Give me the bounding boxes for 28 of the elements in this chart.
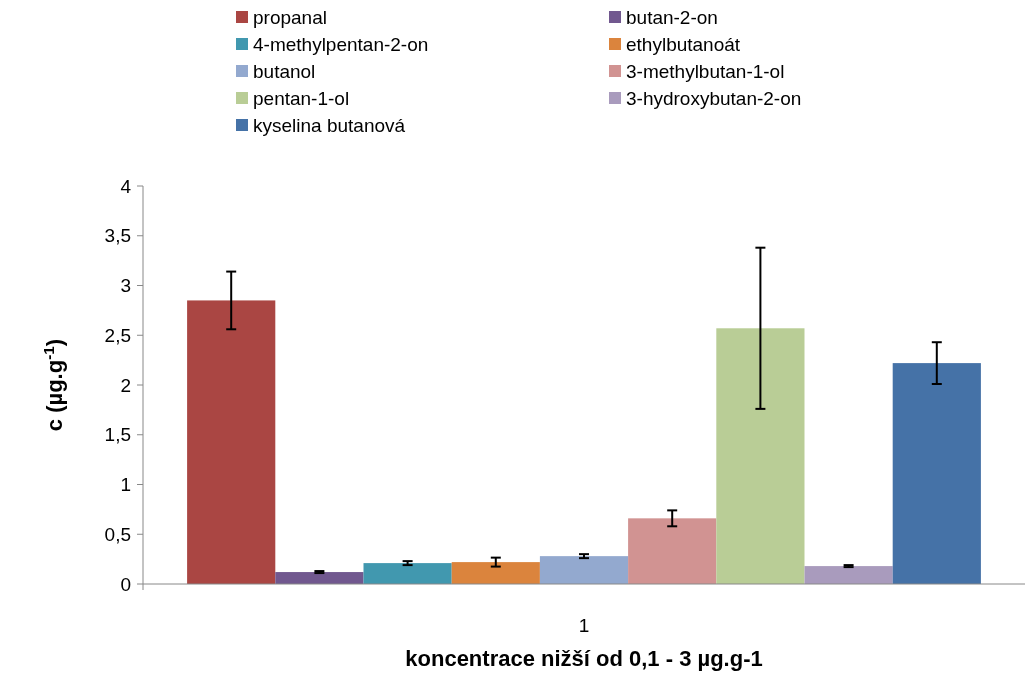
y-tick-label: 2 <box>120 374 131 396</box>
bar <box>804 566 893 584</box>
bar <box>716 328 805 584</box>
bar <box>275 572 364 584</box>
y-tick-label: 4 <box>120 175 132 197</box>
x-axis-title: koncentrace nižší od 0,1 - 3 µg.g-1 <box>405 646 763 671</box>
y-tick-label: 1 <box>120 474 131 496</box>
y-tick-label: 3 <box>120 275 131 297</box>
legend-label: 4-methylpentan-2-on <box>253 33 429 55</box>
bar <box>451 562 540 584</box>
y-tick-label: 3,5 <box>104 225 131 247</box>
legend-label: propanal <box>253 6 327 28</box>
legend-label: 3-methylbutan-1-ol <box>626 60 785 82</box>
bar <box>892 363 981 584</box>
legend-label: pentan-1-ol <box>253 87 350 109</box>
legend-label: kyselina butanová <box>253 114 406 136</box>
bar <box>187 300 276 584</box>
y-tick-label: 2,5 <box>104 324 131 346</box>
bar <box>628 518 717 584</box>
bar <box>539 556 629 584</box>
y-tick-label: 0,5 <box>104 523 131 545</box>
legend-label: butanol <box>253 60 316 82</box>
y-tick-label: 1,5 <box>104 424 131 446</box>
legend-label: ethylbutanoát <box>626 33 741 55</box>
bar <box>363 563 452 584</box>
legend-label: butan-2-on <box>626 6 718 28</box>
y-tick-label: 0 <box>120 573 131 595</box>
legend-label: 3-hydroxybutan-2-on <box>626 87 802 109</box>
